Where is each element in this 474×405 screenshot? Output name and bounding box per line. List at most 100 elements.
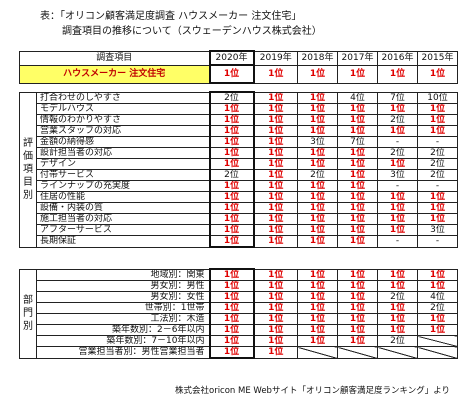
overall-row: ハウスメーカー 注文住宅 1位 1位 1位 1位 1位 1位 bbox=[19, 64, 458, 84]
rank-cell: 1位 bbox=[297, 302, 338, 314]
rank-cell: 1位 bbox=[297, 335, 338, 347]
header-row: 調査項目 2020年 2019年 2018年 2017年 2016年 2015年 bbox=[19, 50, 458, 66]
row-label: 世帯別：1世帯 bbox=[36, 302, 210, 314]
rank-cell: 1位 bbox=[253, 235, 298, 248]
category-label: 評価項目別 bbox=[19, 91, 37, 248]
table-row: 付帯サービス 2位 1位 2位 1位 3位 2位 bbox=[20, 169, 458, 181]
table-row: アフターサービス 1位 1位 1位 1位 1位 3位 bbox=[20, 224, 458, 236]
rank-cell: - bbox=[377, 180, 418, 192]
year-2016: 2016年 bbox=[377, 50, 418, 66]
row-label: 工法別：木造 bbox=[36, 313, 210, 325]
row-label: 付帯サービス bbox=[36, 169, 210, 181]
row-label: 地域別：関東 bbox=[36, 268, 210, 281]
rank-cell: 1位 bbox=[208, 114, 255, 126]
rank-cell: 1位 bbox=[253, 291, 298, 303]
rank-cell: 1位 bbox=[297, 180, 338, 192]
overall-2016: 1位 bbox=[377, 64, 418, 84]
overall-2020: 1位 bbox=[208, 64, 255, 84]
rank-cell: 1位 bbox=[377, 313, 418, 325]
table-row: 築年数別：2－6年以内 1位 1位 1位 1位 1位 1位 bbox=[20, 324, 458, 336]
rank-cell: 1位 bbox=[253, 191, 298, 203]
overall-2015: 1位 bbox=[417, 64, 458, 84]
rank-cell: 1位 bbox=[377, 224, 418, 236]
rank-cell: 7位 bbox=[377, 91, 418, 104]
rank-cell: 1位 bbox=[337, 324, 378, 336]
rank-cell: 1位 bbox=[297, 280, 338, 292]
rank-cell: 1位 bbox=[417, 313, 458, 325]
rank-cell: 2位 bbox=[208, 91, 255, 104]
rank-cell: 1位 bbox=[253, 224, 298, 236]
rank-cell: 1位 bbox=[253, 125, 298, 137]
rank-cell: 10位 bbox=[417, 91, 458, 104]
rank-cell: 1位 bbox=[297, 313, 338, 325]
rank-cell: 2位 bbox=[377, 147, 418, 159]
rank-cell: 1位 bbox=[337, 180, 378, 192]
rank-cell: 1位 bbox=[297, 202, 338, 214]
overall-2018: 1位 bbox=[297, 64, 338, 84]
row-label: 長期保証 bbox=[36, 235, 210, 248]
table-row: 施工担当者の対応 1位 1位 1位 1位 1位 1位 bbox=[20, 213, 458, 225]
rank-cell: 3位 bbox=[417, 224, 458, 236]
rank-cell bbox=[337, 346, 378, 359]
dept-table: 部門別地域別：関東 1位 1位 1位 1位 1位 1位 男女別：男性 1位 1位 1位 1位 1位 1位男… bbox=[19, 268, 458, 359]
overall-label: ハウスメーカー 注文住宅 bbox=[19, 64, 210, 84]
rank-cell: 1位 bbox=[337, 335, 378, 347]
row-label: アフターサービス bbox=[36, 224, 210, 236]
rank-cell: 4位 bbox=[417, 291, 458, 303]
rank-cell: 2位 bbox=[377, 114, 418, 126]
rank-cell: 2位 bbox=[417, 147, 458, 159]
rank-cell: 1位 bbox=[377, 103, 418, 115]
rank-cell: 1位 bbox=[337, 313, 378, 325]
rank-cell: 1位 bbox=[208, 136, 255, 148]
header-item-label: 調査項目 bbox=[19, 50, 210, 66]
table-row: 男女別：女性 1位 1位 1位 1位 2位 4位 bbox=[20, 291, 458, 303]
rank-cell: 1位 bbox=[253, 169, 298, 181]
rank-cell: 1位 bbox=[417, 125, 458, 137]
overall-2017: 1位 bbox=[337, 64, 378, 84]
table-row: 住居の性能 1位 1位 1位 1位 1位 1位 bbox=[20, 191, 458, 203]
rank-cell: 1位 bbox=[297, 235, 338, 248]
row-label: 情報のわかりやすさ bbox=[36, 114, 210, 126]
rank-cell: 1位 bbox=[297, 147, 338, 159]
rank-cell: 1位 bbox=[297, 324, 338, 336]
rank-cell: 1位 bbox=[377, 125, 418, 137]
rank-cell: 2位 bbox=[417, 302, 458, 314]
rank-cell: 1位 bbox=[253, 103, 298, 115]
table-row: 世帯別：1世帯 1位 1位 1位 1位 1位 2位 bbox=[20, 302, 458, 314]
header-table: 調査項目 2020年 2019年 2018年 2017年 2016年 2015年… bbox=[19, 50, 458, 84]
row-label: 設備・内装の質 bbox=[36, 202, 210, 214]
rank-cell: 1位 bbox=[208, 268, 255, 281]
rank-cell: 1位 bbox=[377, 268, 418, 281]
rank-cell: 4位 bbox=[337, 91, 378, 104]
rank-cell: 1位 bbox=[417, 202, 458, 214]
rank-cell: 1位 bbox=[377, 280, 418, 292]
row-label: ラインナップの充実度 bbox=[36, 180, 210, 192]
row-label: 住居の性能 bbox=[36, 191, 210, 203]
rank-cell: 1位 bbox=[208, 125, 255, 137]
rank-cell: 2位 bbox=[417, 158, 458, 170]
rank-cell: 1位 bbox=[208, 313, 255, 325]
rank-cell: 1位 bbox=[297, 125, 338, 137]
overall-2019: 1位 bbox=[253, 64, 298, 84]
table-row: デザイン 1位 1位 1位 1位 1位 2位 bbox=[20, 158, 458, 170]
rank-cell: 2位 bbox=[377, 335, 418, 347]
rank-cell: 1位 bbox=[337, 302, 378, 314]
rank-cell: 1位 bbox=[208, 180, 255, 192]
row-label: 築年数別：2－6年以内 bbox=[36, 324, 210, 336]
table-row: 部門別地域別：関東 1位 1位 1位 1位 1位 1位 bbox=[19, 268, 458, 359]
row-label: 設計担当者の対応 bbox=[36, 147, 210, 159]
rank-cell: 1位 bbox=[417, 191, 458, 203]
rank-cell: - bbox=[417, 180, 458, 192]
rank-cell: 1位 bbox=[253, 180, 298, 192]
rank-cell: 1位 bbox=[297, 91, 338, 104]
table-row: 男女別：男性 1位 1位 1位 1位 1位 1位 bbox=[20, 280, 458, 292]
year-2019: 2019年 bbox=[253, 50, 298, 66]
table-row: 設計担当者の対応 1位 1位 1位 1位 2位 2位 bbox=[20, 147, 458, 159]
rank-cell: 1位 bbox=[297, 191, 338, 203]
rank-cell: 1位 bbox=[337, 158, 378, 170]
rank-cell: 1位 bbox=[208, 291, 255, 303]
rank-cell: 1位 bbox=[253, 302, 298, 314]
category-label: 部門別 bbox=[19, 268, 37, 359]
rank-cell: 1位 bbox=[337, 280, 378, 292]
